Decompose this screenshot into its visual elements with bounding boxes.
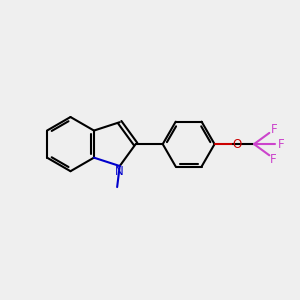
Text: F: F: [271, 123, 278, 136]
Text: N: N: [115, 164, 124, 178]
Text: F: F: [278, 138, 284, 151]
Text: O: O: [232, 138, 241, 151]
Text: F: F: [270, 153, 277, 166]
